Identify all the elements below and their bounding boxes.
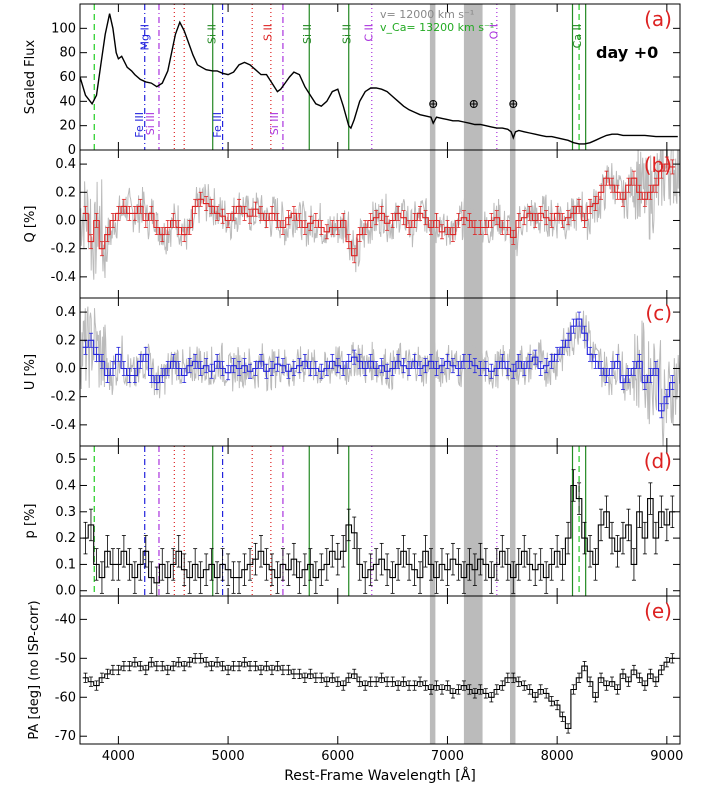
unbinned-noise [80, 150, 680, 280]
telluric-band [509, 446, 516, 596]
telluric-band [429, 150, 436, 298]
x-tick-label: 5000 [212, 749, 245, 764]
x-tick-label: 8000 [541, 749, 574, 764]
line-id-label: Fe III [133, 112, 146, 138]
telluric-band [509, 596, 516, 744]
y-tick-label: 0.3 [55, 505, 76, 520]
x-tick-label: 6000 [321, 749, 354, 764]
plot-area-b [80, 150, 680, 298]
telluric-band [463, 150, 483, 298]
binned-step-b [82, 163, 676, 257]
telluric-band [463, 596, 483, 744]
panel-letter: (a) [644, 7, 672, 31]
panel-letter: (b) [644, 153, 672, 177]
telluric-band [429, 446, 436, 596]
y-axis-label: p [%] [23, 504, 38, 539]
line-id-label: S II [262, 24, 275, 41]
telluric-band [463, 298, 483, 446]
y-tick-label: 40 [59, 94, 76, 109]
x-tick-label: 7000 [431, 749, 464, 764]
line-id-label: Si II [341, 24, 354, 44]
line-id-label: Mg II [139, 24, 152, 50]
telluric-band [463, 446, 483, 596]
y-tick-label: -70 [55, 729, 76, 744]
y-tick-label: 0.2 [55, 185, 76, 200]
y-axis-label: Q [%] [23, 206, 38, 243]
y-tick-label: -60 [55, 690, 76, 705]
line-id-label: Si II [206, 24, 219, 44]
line-id-label: C II [362, 24, 375, 42]
y-tick-label: 0.0 [55, 361, 76, 376]
telluric-band [509, 298, 516, 446]
y-tick-label: 0.0 [55, 213, 76, 228]
y-tick-label: -40 [55, 612, 76, 627]
panel-letter: (d) [644, 449, 672, 473]
line-id-label: Ca II [571, 24, 584, 48]
flux-spectrum [80, 13, 678, 145]
plot-area-a [80, 4, 678, 150]
y-tick-label: 0.4 [55, 478, 76, 493]
y-tick-label: 0.0 [55, 584, 76, 599]
plot-area-d [82, 446, 676, 596]
line-id-label: Si III [144, 112, 157, 135]
line-id-label: Fe III [211, 112, 224, 138]
line-id-label: O I [488, 24, 501, 39]
y-tick-label: 20 [59, 119, 76, 134]
y-tick-label: -50 [55, 651, 76, 666]
velocity-note: v= 12000 km s⁻¹ [380, 8, 474, 21]
telluric-band [429, 298, 436, 446]
y-tick-label: 60 [59, 70, 76, 85]
plot-area-e [82, 596, 676, 744]
y-tick-label: -0.4 [51, 418, 76, 433]
unbinned-noise [80, 306, 680, 446]
binned-step-e [82, 657, 676, 729]
y-tick-label: 0.2 [55, 531, 76, 546]
telluric-band [429, 4, 436, 150]
y-tick-label: 0.5 [55, 452, 76, 467]
panel-c: -0.4 -0.2 0.0 0.2 0.4 U [%] (c) [23, 297, 681, 447]
y-tick-label: 0 [68, 143, 76, 158]
x-axis-label: Rest-Frame Wavelength [Å] [284, 767, 476, 784]
panel-e: -70 -60 -50 -40 PA [deg] (no ISP-corr) (e) [27, 595, 681, 745]
panel-d: 0.0 0.1 0.2 0.3 0.4 0.5 p [%] (d) [23, 445, 681, 599]
x-tick-label: 9000 [650, 749, 683, 764]
x-tick-label: 4000 [102, 749, 135, 764]
velocity-note: v_Ca= 13200 km s⁻¹ [380, 21, 494, 34]
panel-frame [79, 595, 681, 745]
y-tick-label: 100 [51, 21, 76, 36]
y-tick-label: 0.4 [55, 305, 76, 320]
telluric-band [509, 150, 516, 298]
y-axis-label: Scaled Flux [23, 40, 38, 115]
day-label: day +0 [596, 43, 658, 62]
panel-a: 0 20 40 60 80 100 Scaled Flux (a) v= 12000 km s⁻… [23, 3, 681, 158]
panel-letter: (c) [645, 301, 672, 325]
plot-area-c [80, 298, 680, 446]
telluric-band [463, 4, 483, 150]
panel-b: -0.4 -0.2 0.0 0.2 0.4 Q [%] (b) [23, 149, 681, 299]
telluric-band [429, 596, 436, 744]
y-axis-label: U [%] [23, 354, 38, 390]
y-tick-label: -0.2 [51, 242, 76, 257]
y-tick-label: -0.4 [51, 270, 76, 285]
line-id-label: Si III [268, 112, 281, 135]
binned-step-c [82, 318, 676, 412]
y-tick-label: 0.1 [55, 557, 76, 572]
y-tick-label: 80 [59, 46, 76, 61]
line-id-label: Si II [301, 24, 314, 44]
y-tick-label: 0.4 [55, 157, 76, 172]
panel-letter: (e) [644, 599, 672, 623]
y-tick-label: 0.2 [55, 333, 76, 348]
y-axis-label: PA [deg] (no ISP-corr) [27, 600, 42, 739]
telluric-band [509, 4, 516, 150]
y-tick-label: -0.2 [51, 390, 76, 405]
